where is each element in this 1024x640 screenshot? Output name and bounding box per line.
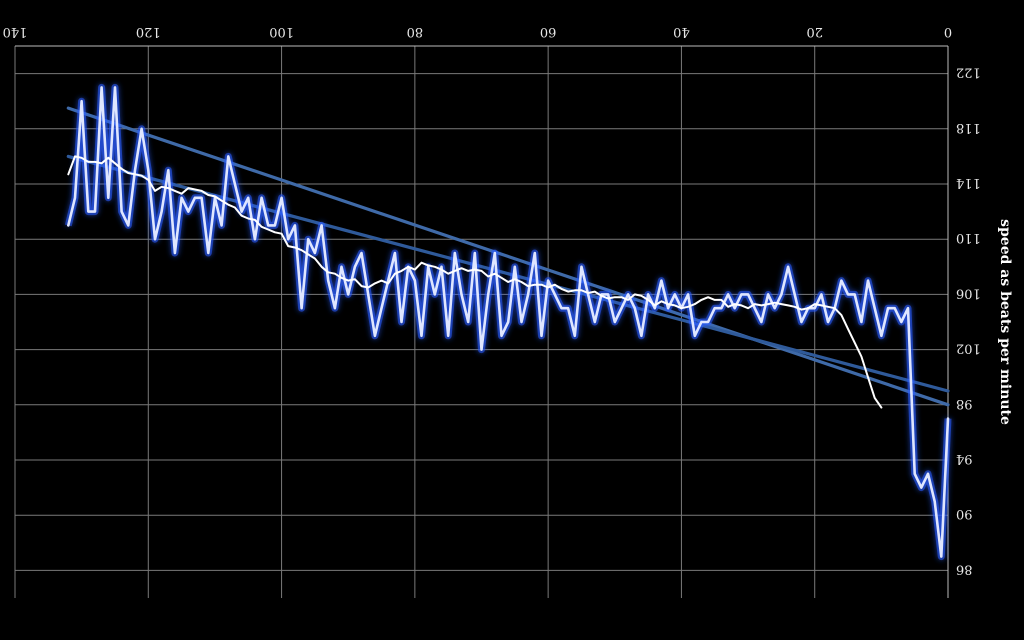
y-tick-label: 94 — [956, 451, 973, 466]
x-tick-label: 120 — [136, 24, 161, 39]
y-tick-label: 122 — [956, 65, 981, 80]
y-tick-label: 86 — [956, 561, 973, 576]
x-tick-label: 40 — [673, 24, 690, 39]
rotated-plot: 0 20 40 60 80 100 120 140 86 90 94 98 102 106 110 114 11… — [3, 24, 1013, 598]
series-trend_a-line — [66, 106, 950, 407]
y-tick-label: 110 — [956, 230, 981, 245]
x-tick-label: 100 — [269, 24, 294, 39]
y-tick-label: 98 — [956, 396, 973, 411]
y-tick-label: 118 — [956, 120, 981, 135]
y-axis-label: speed as beats per minute — [997, 219, 1013, 425]
x-tick-label: 80 — [407, 24, 424, 39]
y-tick-label: 102 — [956, 341, 981, 356]
y-tick-label: 114 — [956, 175, 981, 190]
y-tick-label: 106 — [956, 285, 981, 300]
x-tick-label: 60 — [540, 24, 557, 39]
series-raw-line — [66, 86, 950, 558]
tick-labels: 0 20 40 60 80 100 120 140 86 90 94 98 102 106 110 114 11… — [3, 24, 981, 576]
x-tick-label: 140 — [3, 24, 28, 39]
y-tick-label: 90 — [956, 506, 973, 521]
series-smoothed-line — [67, 155, 883, 409]
x-tick-label: 0 — [944, 24, 952, 39]
x-tick-label: 20 — [806, 24, 823, 39]
series-layer — [64, 83, 952, 561]
